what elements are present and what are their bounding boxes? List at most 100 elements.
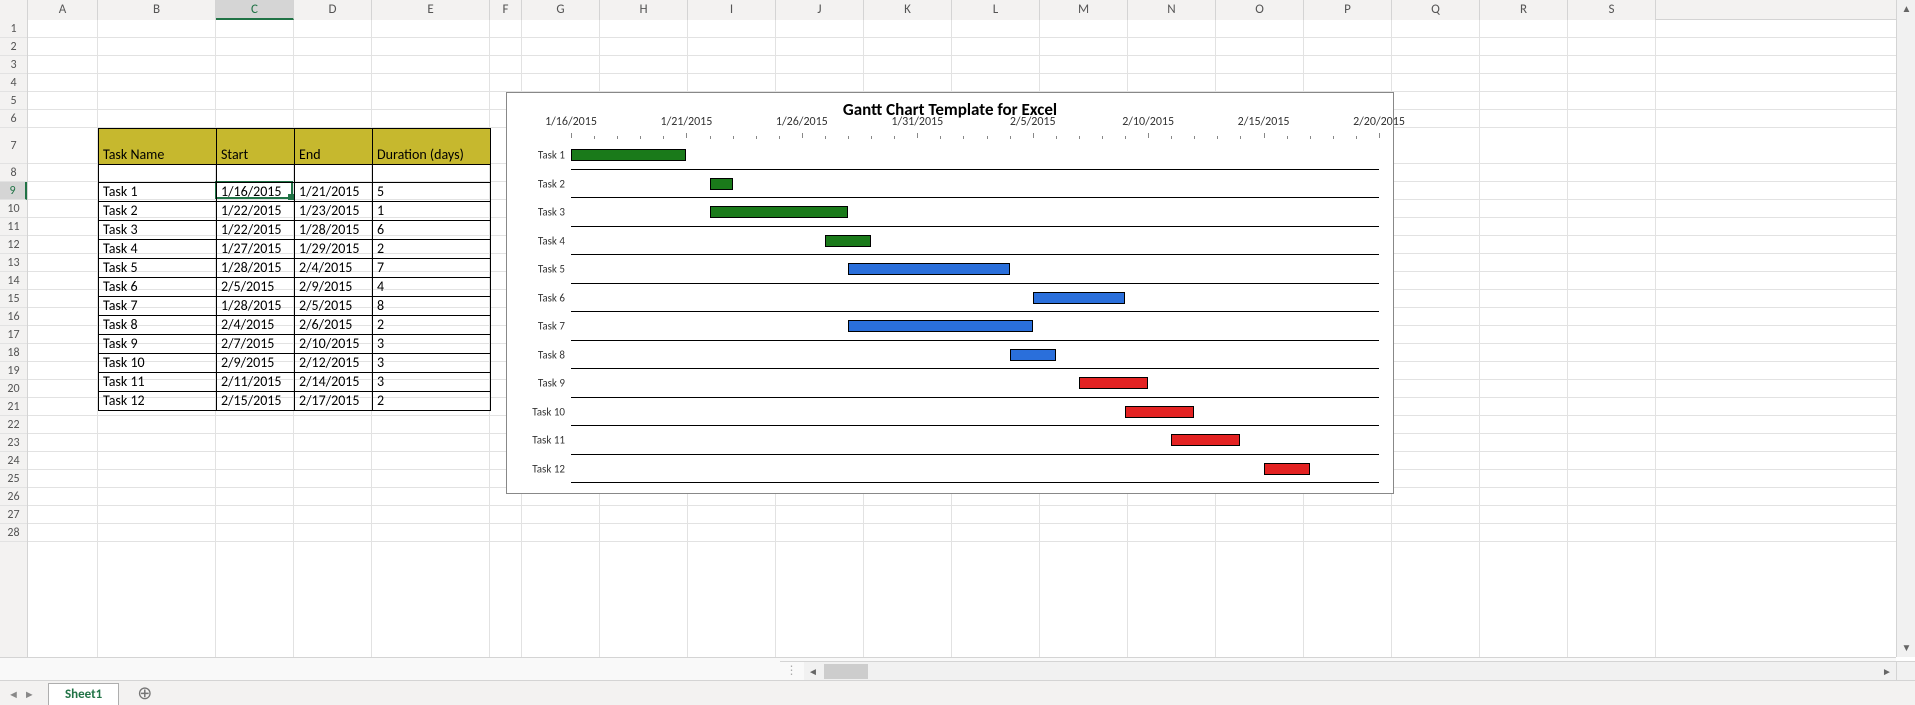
table-cell[interactable]: 1/28/2015 — [217, 297, 295, 316]
table-cell[interactable]: 1 — [373, 202, 491, 221]
col-header-P[interactable]: P — [1304, 0, 1392, 20]
table-cell[interactable]: 3 — [373, 373, 491, 392]
col-header-E[interactable]: E — [372, 0, 490, 20]
table-header-cell[interactable]: Task Name — [99, 129, 217, 165]
table-row[interactable]: Task 71/28/20152/5/20158 — [99, 297, 491, 316]
row-header-11[interactable]: 11 — [0, 218, 27, 236]
table-cell[interactable]: Task 6 — [99, 278, 217, 297]
row-header-2[interactable]: 2 — [0, 38, 27, 56]
table-cell[interactable]: 7 — [373, 259, 491, 278]
table-cell[interactable]: 2/10/2015 — [295, 335, 373, 354]
hscroll-grip[interactable]: ⋮ — [780, 661, 804, 680]
table-row[interactable]: Task 31/22/20151/28/20156 — [99, 221, 491, 240]
row-header-26[interactable]: 26 — [0, 488, 27, 506]
gantt-chart[interactable]: Gantt Chart Template for Excel1/16/20151… — [506, 92, 1394, 494]
table-header-cell[interactable]: End — [295, 129, 373, 165]
col-header-C[interactable]: C — [216, 0, 294, 20]
cell-grid[interactable]: Task NameStartEndDuration (days)Task 11/… — [28, 20, 1896, 657]
row-header-1[interactable]: 1 — [0, 20, 27, 38]
table-row[interactable]: Task 102/9/20152/12/20153 — [99, 354, 491, 373]
table-cell[interactable]: 1/22/2015 — [217, 202, 295, 221]
table-cell[interactable]: 2/5/2015 — [217, 278, 295, 297]
table-cell[interactable]: Task 2 — [99, 202, 217, 221]
hscroll-thumb[interactable] — [824, 664, 868, 679]
table-cell[interactable]: 2/5/2015 — [295, 297, 373, 316]
table-cell[interactable]: 2/9/2015 — [295, 278, 373, 297]
table-header-cell[interactable]: Start — [217, 129, 295, 165]
table-cell[interactable]: Task 9 — [99, 335, 217, 354]
table-row[interactable]: Task 11/16/20151/21/20155 — [99, 183, 491, 202]
row-header-20[interactable]: 20 — [0, 380, 27, 398]
table-cell[interactable]: 2/15/2015 — [217, 392, 295, 411]
table-cell[interactable]: 1/16/2015 — [217, 183, 295, 202]
table-cell[interactable]: 8 — [373, 297, 491, 316]
table-row[interactable] — [99, 165, 491, 183]
table-cell[interactable] — [373, 165, 491, 183]
table-cell[interactable]: 3 — [373, 354, 491, 373]
row-header-22[interactable]: 22 — [0, 416, 27, 434]
table-row[interactable]: Task 21/22/20151/23/20151 — [99, 202, 491, 221]
table-cell[interactable] — [99, 165, 217, 183]
row-header-18[interactable]: 18 — [0, 344, 27, 362]
row-header-5[interactable]: 5 — [0, 92, 27, 110]
row-header-14[interactable]: 14 — [0, 272, 27, 290]
table-cell[interactable]: Task 8 — [99, 316, 217, 335]
table-cell[interactable]: 2 — [373, 392, 491, 411]
table-cell[interactable]: 2/4/2015 — [295, 259, 373, 278]
scroll-up-arrow[interactable]: ▲ — [1897, 0, 1915, 18]
table-cell[interactable]: 2/17/2015 — [295, 392, 373, 411]
col-header-L[interactable]: L — [952, 0, 1040, 20]
table-cell[interactable]: 1/23/2015 — [295, 202, 373, 221]
row-header-9[interactable]: 9 — [0, 182, 27, 200]
table-cell[interactable]: 1/21/2015 — [295, 183, 373, 202]
row-header-27[interactable]: 27 — [0, 506, 27, 524]
table-cell[interactable]: 5 — [373, 183, 491, 202]
table-cell[interactable]: 2/4/2015 — [217, 316, 295, 335]
table-row[interactable]: Task 82/4/20152/6/20152 — [99, 316, 491, 335]
worksheet-area[interactable]: ABCDEFGHIJKLMNOPQRS 12345678910111213141… — [0, 0, 1896, 657]
col-header-J[interactable]: J — [776, 0, 864, 20]
task-data-table[interactable]: Task NameStartEndDuration (days)Task 11/… — [98, 128, 491, 411]
col-header-M[interactable]: M — [1040, 0, 1128, 20]
col-header-R[interactable]: R — [1480, 0, 1568, 20]
table-cell[interactable]: 2 — [373, 240, 491, 259]
table-cell[interactable]: Task 4 — [99, 240, 217, 259]
row-header-19[interactable]: 19 — [0, 362, 27, 380]
row-header-13[interactable]: 13 — [0, 254, 27, 272]
row-header-28[interactable]: 28 — [0, 524, 27, 542]
table-cell[interactable]: Task 12 — [99, 392, 217, 411]
table-row[interactable]: Task 112/11/20152/14/20153 — [99, 373, 491, 392]
vertical-scrollbar[interactable]: ▲ ▼ — [1896, 0, 1915, 657]
row-header-10[interactable]: 10 — [0, 200, 27, 218]
table-row[interactable]: Task 92/7/20152/10/20153 — [99, 335, 491, 354]
table-cell[interactable]: Task 10 — [99, 354, 217, 373]
table-cell[interactable] — [295, 165, 373, 183]
add-sheet-button[interactable]: ⊕ — [137, 682, 152, 705]
col-header-S[interactable]: S — [1568, 0, 1656, 20]
table-cell[interactable]: 2/12/2015 — [295, 354, 373, 373]
col-header-H[interactable]: H — [600, 0, 688, 20]
table-header-cell[interactable]: Duration (days) — [373, 129, 491, 165]
row-header-7[interactable]: 7 — [0, 128, 27, 164]
table-row[interactable]: Task 62/5/20152/9/20154 — [99, 278, 491, 297]
table-cell[interactable]: 2/7/2015 — [217, 335, 295, 354]
row-header-4[interactable]: 4 — [0, 74, 27, 92]
table-cell[interactable]: 2/6/2015 — [295, 316, 373, 335]
table-row[interactable]: Task 41/27/20151/29/20152 — [99, 240, 491, 259]
scroll-left-arrow[interactable]: ◄ — [804, 662, 822, 681]
table-cell[interactable]: 1/28/2015 — [217, 259, 295, 278]
table-cell[interactable]: Task 11 — [99, 373, 217, 392]
select-all-corner[interactable] — [0, 0, 28, 20]
row-header-25[interactable]: 25 — [0, 470, 27, 488]
table-cell[interactable]: 4 — [373, 278, 491, 297]
col-header-F[interactable]: F — [490, 0, 522, 20]
table-cell[interactable]: 1/29/2015 — [295, 240, 373, 259]
scroll-right-arrow[interactable]: ► — [1878, 662, 1896, 681]
col-header-N[interactable]: N — [1128, 0, 1216, 20]
table-cell[interactable]: Task 1 — [99, 183, 217, 202]
col-header-G[interactable]: G — [522, 0, 600, 20]
row-header-24[interactable]: 24 — [0, 452, 27, 470]
table-cell[interactable]: 2 — [373, 316, 491, 335]
table-row[interactable]: Task 122/15/20152/17/20152 — [99, 392, 491, 411]
table-cell[interactable]: 2/11/2015 — [217, 373, 295, 392]
